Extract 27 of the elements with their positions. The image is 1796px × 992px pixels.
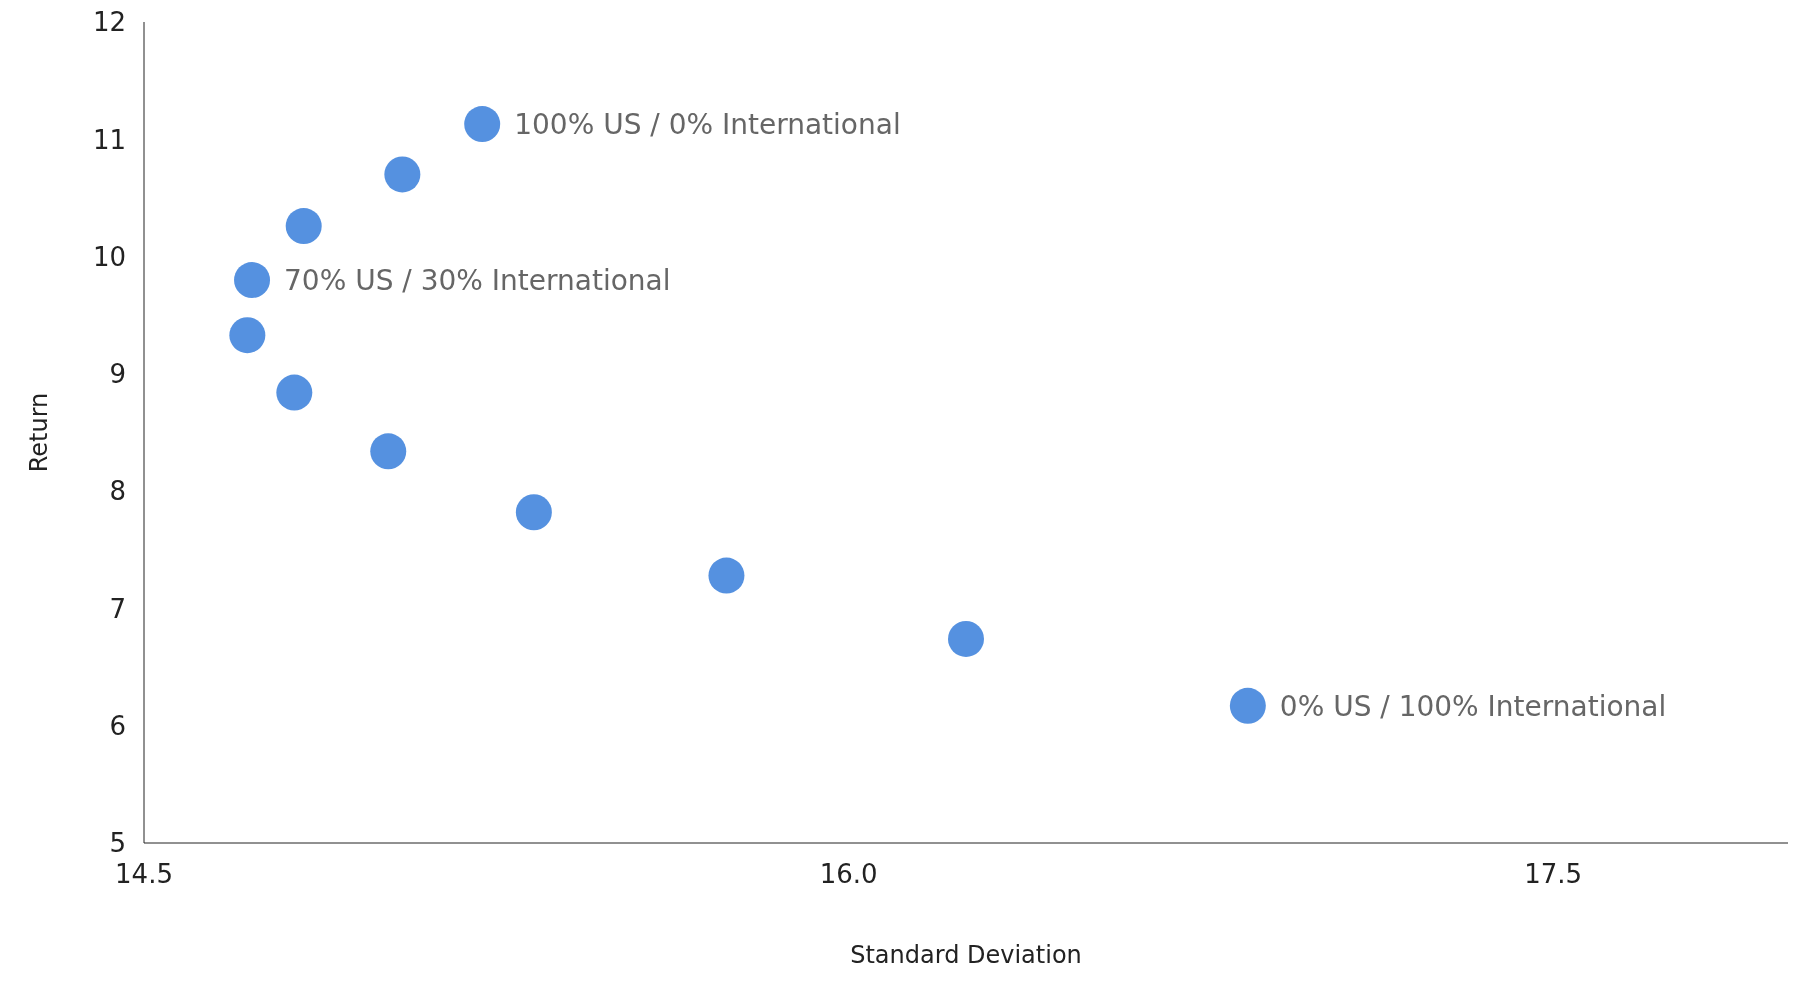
point	[1229, 687, 1266, 724]
x-tick-label: 14.5	[115, 859, 173, 890]
point	[229, 317, 266, 354]
point	[234, 262, 271, 299]
point	[285, 208, 322, 245]
point	[370, 433, 407, 470]
x-tick-label: 17.5	[1524, 859, 1583, 890]
annotation: 70% US / 30% International	[284, 263, 671, 297]
point	[948, 620, 984, 657]
annotation: 100% US / 0% International	[514, 107, 901, 141]
x-tick-label: 16.0	[819, 859, 878, 890]
y-tick-label: 8	[109, 476, 126, 507]
point	[515, 494, 552, 531]
y-tick-label: 6	[109, 710, 126, 741]
point	[464, 106, 501, 143]
y-tick-label: 10	[92, 241, 126, 272]
y-tick-label: 12	[92, 7, 126, 38]
annotation: 0% US / 100% International	[1279, 689, 1667, 723]
y-axis-title: Return	[24, 392, 53, 473]
y-tick-label: 7	[109, 593, 126, 624]
x-axis-title: Standard Deviation	[850, 941, 1082, 969]
y-tick-label: 11	[92, 124, 126, 155]
y-tick-label: 5	[109, 828, 126, 859]
point	[276, 374, 313, 411]
y-tick-label: 9	[109, 359, 126, 390]
point	[708, 557, 745, 594]
point	[384, 156, 421, 193]
